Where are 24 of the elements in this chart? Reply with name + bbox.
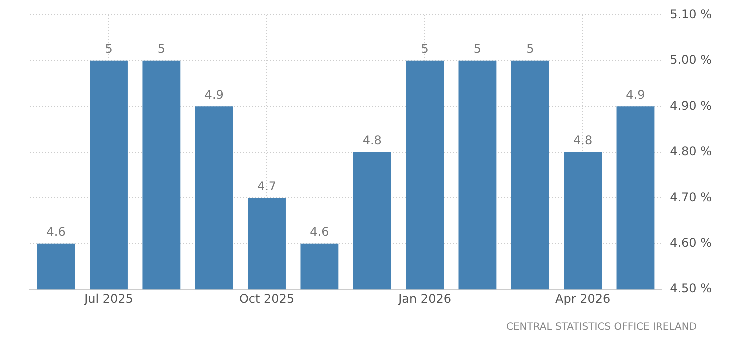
data-label: 5 (474, 42, 482, 56)
x-tick-label: Jan 2026 (398, 292, 452, 306)
data-label: 5 (105, 42, 113, 56)
y-tick-label: 4.70 % (670, 190, 712, 204)
x-tick-label: Jul 2025 (84, 292, 134, 306)
data-label: 4.9 (626, 88, 646, 102)
y-tick-label: 4.90 % (670, 98, 712, 113)
data-label: 4.6 (310, 224, 330, 239)
y-tick-label: 4.50 % (670, 282, 712, 296)
data-label: 4.7 (257, 179, 277, 194)
data-label: 5 (526, 42, 534, 56)
data-label: 4.9 (204, 88, 224, 102)
y-tick-label: 5.00 % (670, 53, 712, 68)
data-label: 4.8 (362, 134, 382, 148)
text: CENTRAL STATISTICS OFFICE IRELAND (506, 322, 698, 333)
y-tick-label: 4.60 % (670, 236, 712, 250)
y-tick-label: 5.10 % (670, 7, 712, 22)
data-label: 4.8 (574, 134, 593, 148)
data-label: 5 (158, 42, 166, 56)
data-label: 4.6 (46, 224, 66, 239)
x-tick-label: Apr 2026 (555, 292, 611, 306)
y-tick-label: 4.80 % (670, 144, 712, 159)
x-tick-label: Oct 2025 (239, 292, 295, 306)
data-label: 5 (421, 42, 429, 56)
